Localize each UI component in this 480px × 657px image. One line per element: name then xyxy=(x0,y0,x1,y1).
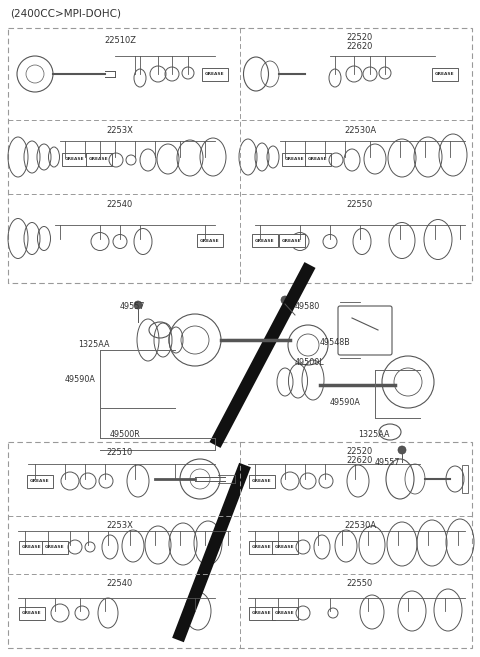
Text: GREASE: GREASE xyxy=(205,72,225,76)
Circle shape xyxy=(281,296,289,304)
Bar xyxy=(8,442,472,648)
Text: 49500L: 49500L xyxy=(295,358,324,367)
Text: GREASE: GREASE xyxy=(22,545,42,549)
Text: (2400CC>MPI-DOHC): (2400CC>MPI-DOHC) xyxy=(10,9,121,19)
Text: GREASE: GREASE xyxy=(200,238,220,242)
Bar xyxy=(62,152,88,166)
Bar xyxy=(249,474,275,487)
Text: GREASE: GREASE xyxy=(45,545,65,549)
Text: 22530A: 22530A xyxy=(344,521,376,530)
Bar xyxy=(432,68,458,81)
Text: GREASE: GREASE xyxy=(435,72,455,76)
Text: GREASE: GREASE xyxy=(275,611,295,615)
Bar xyxy=(249,541,275,553)
Text: 2253X: 2253X xyxy=(107,126,133,135)
Text: 49590A: 49590A xyxy=(65,375,96,384)
Bar xyxy=(252,234,278,247)
Text: GREASE: GREASE xyxy=(252,611,272,615)
Text: GREASE: GREASE xyxy=(65,157,85,161)
Text: 1325AA: 1325AA xyxy=(358,430,389,439)
Text: 49548B: 49548B xyxy=(320,338,351,347)
Text: 1325AA: 1325AA xyxy=(78,340,109,349)
Bar xyxy=(272,606,298,620)
Text: 49580: 49580 xyxy=(295,302,320,311)
Text: 22520: 22520 xyxy=(347,33,373,42)
Circle shape xyxy=(134,301,142,309)
Text: 22520: 22520 xyxy=(347,447,373,456)
Text: GREASE: GREASE xyxy=(22,611,42,615)
Text: GREASE: GREASE xyxy=(285,157,305,161)
Text: 22550: 22550 xyxy=(347,579,373,588)
Bar xyxy=(279,234,305,247)
Text: 22540: 22540 xyxy=(107,200,133,209)
Text: GREASE: GREASE xyxy=(282,238,302,242)
Text: 22510Z: 22510Z xyxy=(104,36,136,45)
Text: GREASE: GREASE xyxy=(30,479,50,483)
Text: 22540: 22540 xyxy=(107,579,133,588)
Text: 22620: 22620 xyxy=(347,456,373,465)
Text: 2253X: 2253X xyxy=(107,521,133,530)
Bar xyxy=(462,465,468,493)
Circle shape xyxy=(398,446,406,454)
Bar xyxy=(19,606,45,620)
Text: GREASE: GREASE xyxy=(252,479,272,483)
Text: 22620: 22620 xyxy=(347,42,373,51)
Bar xyxy=(42,541,68,553)
Bar xyxy=(202,68,228,81)
Text: 49500R: 49500R xyxy=(110,430,141,439)
Bar xyxy=(86,152,112,166)
Text: GREASE: GREASE xyxy=(308,157,328,161)
Bar xyxy=(8,28,472,283)
Bar xyxy=(282,152,308,166)
Text: GREASE: GREASE xyxy=(255,238,275,242)
Text: 49557: 49557 xyxy=(375,458,400,467)
Bar xyxy=(27,474,53,487)
Text: 49557: 49557 xyxy=(120,302,145,311)
Text: 22550: 22550 xyxy=(347,200,373,209)
Text: 22530A: 22530A xyxy=(344,126,376,135)
Text: 49590A: 49590A xyxy=(330,398,361,407)
Bar xyxy=(19,541,45,553)
Text: GREASE: GREASE xyxy=(275,545,295,549)
Bar xyxy=(272,541,298,553)
Text: 22510: 22510 xyxy=(107,448,133,457)
Bar xyxy=(197,234,223,247)
Bar xyxy=(305,152,331,166)
Bar xyxy=(249,606,275,620)
Text: GREASE: GREASE xyxy=(252,545,272,549)
Text: GREASE: GREASE xyxy=(89,157,109,161)
